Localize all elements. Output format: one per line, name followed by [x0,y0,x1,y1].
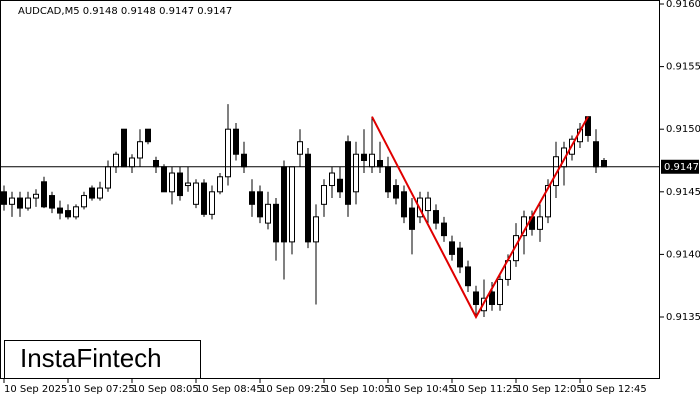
candle-body [177,172,183,197]
candle-body [313,216,319,243]
candle-body [425,197,431,212]
candle-body [489,291,495,305]
candle-body [465,266,471,287]
y-tick-label: 0.9145 [666,187,700,198]
chart-title: AUDCAD,M5 0.9148 0.9148 0.9147 0.9147 [18,6,232,17]
x-tick-label: 10 Sep 10:45 [388,384,455,395]
logo: InstaFintech [20,343,162,373]
candle-body [201,182,207,215]
candle-body [89,187,95,199]
candle-body [129,157,135,168]
candle-body [433,210,439,224]
last-price-label: 0.9147 [664,162,699,173]
x-tick-label: 10 Sep 10:05 [324,384,391,395]
candle-body [537,216,543,230]
candle-body [449,241,455,255]
candle-body [193,182,199,205]
candle-body [41,181,47,208]
candle-body [33,193,39,199]
candle-body [545,185,551,218]
candle-body [353,153,359,193]
last-price-box [661,159,699,174]
candle-body [393,185,399,199]
candle-body [49,195,55,209]
candle-body [297,141,303,155]
y-tick-label: 0.9135 [666,312,700,323]
candle-body [217,176,223,193]
candle-body [249,191,255,205]
x-tick-label: 10 Sep 2025 [4,384,67,395]
x-tick-label: 10 Sep 09:25 [260,384,327,395]
candle-body [265,203,271,224]
candle-body [153,160,159,168]
candle-body [65,210,71,218]
candle-body [321,185,327,205]
candle-body [337,178,343,193]
candle-body [57,207,63,214]
candle-body [345,141,351,205]
candle-body [137,141,143,159]
candle-body [281,166,287,243]
candle-body [369,153,375,168]
pattern-line [371,116,589,320]
x-tick-label: 10 Sep 12:05 [516,384,583,395]
candle-body [73,206,79,218]
x-tick-label: 10 Sep 07:25 [68,384,135,395]
candle-body [17,197,23,209]
candle-body [593,141,599,168]
candle-body [257,191,263,218]
x-tick-label: 10 Sep 11:25 [452,384,519,395]
candle-body [497,278,503,305]
candle-body [289,166,295,243]
x-tick-label: 10 Sep 12:45 [580,384,647,395]
candle-body [25,197,31,209]
candle-body [273,203,279,243]
candle-body [329,172,335,187]
candle-body [241,153,247,168]
candle-body [121,128,127,168]
logo-box [4,340,201,379]
y-tick-label: 0.9160 [666,0,700,10]
candle-body [441,222,447,237]
candle-body [225,128,231,178]
candle-body [377,160,383,168]
candle-body [169,172,175,193]
candle-body [361,153,367,162]
candle-body [113,153,119,168]
candle-body [385,166,391,193]
y-tick-label: 0.9155 [666,62,700,73]
x-tick-label: 10 Sep 08:05 [132,384,199,395]
candle-body [1,191,7,205]
y-tick-label: 0.9150 [666,124,700,135]
candle-body [473,291,479,305]
candle-body [105,166,111,189]
candle-body [97,187,103,199]
y-tick-label: 0.9140 [666,249,700,260]
candle-body [145,128,151,143]
candle-body [457,247,463,268]
candle-body [81,195,87,208]
candle-body [409,207,415,230]
candle-body [209,191,215,215]
candle-body [305,153,311,243]
candle-body [185,182,191,187]
candle-body [9,197,15,205]
candle-body [233,128,239,155]
candle-body [161,166,167,193]
x-tick-label: 10 Sep 08:45 [196,384,263,395]
candle-body [601,160,607,168]
candle-body [401,191,407,218]
